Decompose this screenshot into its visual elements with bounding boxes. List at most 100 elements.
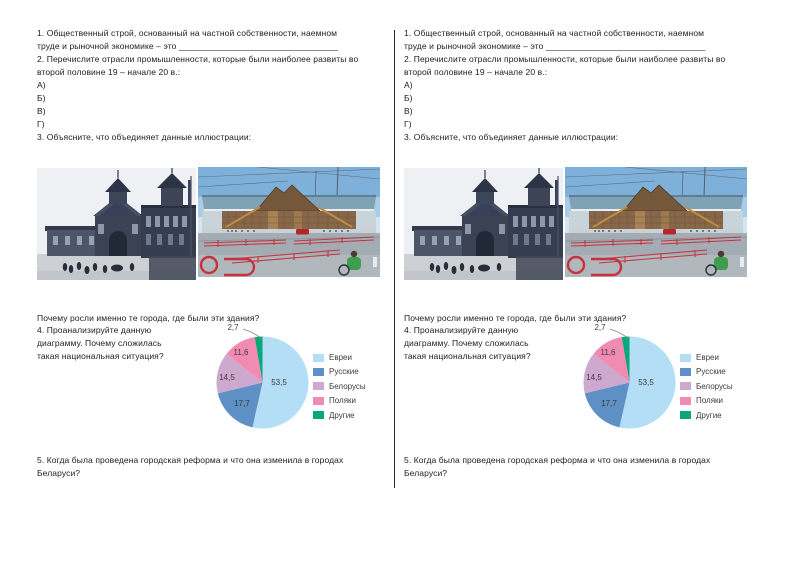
legend-swatch — [680, 382, 691, 391]
q5-line-2: Беларуси? — [404, 468, 448, 478]
q3-follow-up: Почему росли именно те города, где были … — [404, 313, 627, 323]
legend-item: Поляки — [313, 396, 366, 405]
pie-value-label-russkie: 17,7 — [601, 399, 617, 408]
pie-slice-1 — [217, 382, 263, 428]
q2-option-a: А) — [37, 80, 46, 90]
pie-value-label-belorusy: 14,5 — [219, 373, 235, 382]
legend-swatch — [680, 396, 691, 405]
callout-line — [242, 328, 262, 339]
legend-item: Евреи — [680, 353, 733, 362]
q5-line-2: Беларуси? — [37, 468, 81, 478]
q2-line-2: второй половине 19 – начале 20 в.: — [37, 67, 181, 77]
q2-option-g: Г) — [37, 119, 45, 129]
q5-line-1: 5. Когда была проведена городская реформ… — [404, 455, 711, 465]
q2-option-a: А) — [404, 80, 413, 90]
callout-line — [609, 328, 629, 339]
pie-slice-3 — [226, 337, 263, 383]
legend-item: Белорусы — [680, 382, 733, 391]
legend-label: Поляки — [696, 396, 723, 406]
q3-heading: 3. Объясните, что объединяет данные иллю… — [37, 132, 252, 142]
column-divider — [394, 30, 395, 488]
legend-label: Другие — [329, 410, 355, 420]
modern-station-photo — [565, 167, 747, 277]
q2-option-b: Б) — [37, 93, 46, 103]
q1-line-1: 1. Общественный строй, основанный на час… — [37, 28, 338, 38]
pie-slice-2 — [216, 353, 263, 394]
question-block: 1. Общественный строй, основанный на час… — [404, 27, 756, 144]
legend-swatch — [313, 353, 324, 362]
pie-slice-3 — [593, 337, 630, 383]
nationality-pie-chart: 53,5 17,7 14,5 11,6 2,7 — [216, 323, 309, 429]
q3-heading: 3. Объясните, что объединяет данные иллю… — [404, 132, 619, 142]
pie-value-label-polyaki: 11,6 — [601, 348, 617, 357]
illustrations-row — [404, 167, 747, 280]
chart-legend: Евреи Русские Белорусы Поляки Другие — [680, 353, 733, 425]
q1-blank-line: труде и рыночной экономике – это _______… — [37, 41, 339, 51]
historical-station-photo — [37, 168, 196, 280]
legend-swatch — [680, 353, 691, 362]
pie-value-label-drugie: 2,7 — [594, 323, 606, 332]
legend-swatch — [313, 382, 324, 391]
pie-slice-2 — [583, 353, 630, 394]
pie-value-label-russkie: 17,7 — [234, 399, 250, 408]
legend-item: Евреи — [313, 353, 366, 362]
q5-line-1: 5. Когда была проведена городская реформ… — [37, 455, 344, 465]
legend-label: Другие — [696, 410, 722, 420]
legend-item: Другие — [313, 411, 366, 420]
legend-swatch — [680, 411, 691, 420]
q4-line-3: такая национальная ситуация? — [37, 351, 164, 361]
legend-label: Евреи — [696, 353, 719, 362]
legend-item: Поляки — [680, 396, 733, 405]
chart-legend: Евреи Русские Белорусы Поляки Другие — [313, 353, 366, 425]
worksheet-column-right: 1. Общественный строй, основанный на час… — [404, 27, 756, 478]
q1-blank-line: труде и рыночной экономике – это _______… — [404, 41, 706, 51]
legend-item: Другие — [680, 411, 733, 420]
pie-value-label-drugie: 2,7 — [227, 323, 239, 332]
pie-value-label-polyaki: 11,6 — [234, 348, 250, 357]
q2-line-1: 2. Перечислите отрасли промышленности, к… — [404, 54, 726, 64]
q3-follow-up: Почему росли именно те города, где были … — [37, 313, 260, 323]
pie-value-label-evrei: 53,5 — [638, 378, 654, 387]
q2-option-v: В) — [37, 106, 46, 116]
illustrations-row — [37, 167, 380, 280]
legend-label: Белорусы — [329, 381, 366, 391]
q2-option-g: Г) — [404, 119, 412, 129]
q4-line-1: 4. Проанализируйте данную — [404, 325, 519, 335]
legend-swatch — [680, 367, 691, 376]
q2-option-b: Б) — [404, 93, 413, 103]
q5-text: 5. Когда была проведена городская реформ… — [37, 454, 343, 480]
pie-slice-1 — [584, 382, 630, 428]
question-block: 1. Общественный строй, основанный на час… — [37, 27, 389, 144]
legend-swatch — [313, 396, 324, 405]
q4-line-3: такая национальная ситуация? — [404, 351, 531, 361]
pie-slice-4 — [621, 336, 630, 383]
q4-text: 4. Проанализируйте данную диаграмму. Поч… — [404, 324, 531, 363]
legend-label: Белорусы — [696, 381, 733, 391]
q2-line-2: второй половине 19 – начале 20 в.: — [404, 67, 548, 77]
modern-station-photo — [198, 167, 380, 277]
legend-label: Русские — [329, 367, 359, 377]
pie-slice-4 — [254, 336, 263, 383]
q4-line-2: диаграмму. Почему сложилась — [404, 338, 529, 348]
worksheet-column-left: 1. Общественный строй, основанный на час… — [37, 27, 389, 478]
pie-value-label-belorusy: 14,5 — [586, 373, 602, 382]
nationality-pie-chart: 53,5 17,7 14,5 11,6 2,7 — [583, 323, 676, 429]
legend-swatch — [313, 367, 324, 376]
legend-label: Русские — [696, 367, 726, 377]
legend-label: Поляки — [329, 396, 356, 406]
q4-line-1: 4. Проанализируйте данную — [37, 325, 152, 335]
legend-item: Русские — [313, 367, 366, 376]
legend-item: Русские — [680, 367, 733, 376]
pie-value-label-evrei: 53,5 — [271, 378, 287, 387]
q5-text: 5. Когда была проведена городская реформ… — [404, 454, 710, 480]
q4-text: 4. Проанализируйте данную диаграмму. Поч… — [37, 324, 164, 363]
legend-item: Белорусы — [313, 382, 366, 391]
historical-station-photo — [404, 168, 563, 280]
q4-line-2: диаграмму. Почему сложилась — [37, 338, 162, 348]
q1-line-1: 1. Общественный строй, основанный на час… — [404, 28, 705, 38]
legend-swatch — [313, 411, 324, 420]
q2-option-v: В) — [404, 106, 413, 116]
legend-label: Евреи — [329, 353, 352, 362]
pie-slice-0 — [252, 336, 309, 429]
